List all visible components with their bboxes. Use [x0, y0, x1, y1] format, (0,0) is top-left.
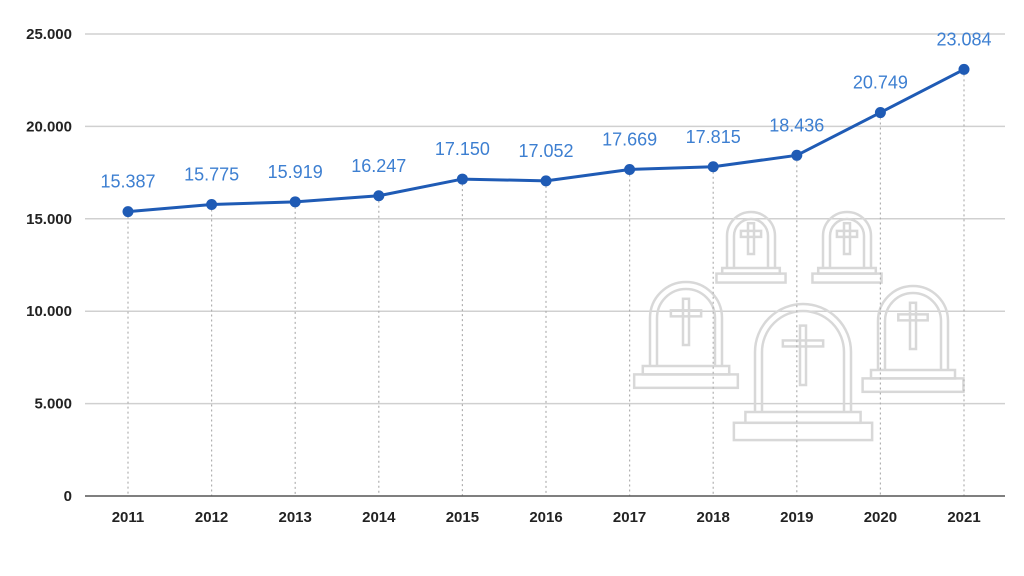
data-label-2015: 17.150: [435, 139, 490, 159]
data-point-2020: [874, 107, 886, 119]
y-tick-label: 15.000: [26, 211, 72, 228]
data-label-2012: 15.775: [184, 164, 239, 184]
x-tick-label-2018: 2018: [697, 509, 730, 526]
data-label-2020: 20.749: [853, 73, 908, 93]
drop-lines: [127, 69, 965, 496]
tombstone-5: [861, 284, 965, 394]
data-point-2013: [289, 196, 301, 208]
y-tick-label: 5.000: [34, 396, 72, 413]
data-label-2011: 15.387: [100, 172, 155, 192]
data-point-2019: [791, 149, 803, 161]
x-tick-label-2011: 2011: [112, 509, 145, 526]
x-tick-label-2012: 2012: [195, 509, 228, 526]
x-tick-label-2014: 2014: [362, 509, 396, 526]
data-point-2015: [456, 173, 468, 185]
tombstone-4: [732, 302, 874, 442]
data-label-2019: 18.436: [769, 115, 824, 135]
x-tick-label-2019: 2019: [780, 509, 813, 526]
data-point-2018: [707, 161, 719, 173]
series-line: [122, 63, 970, 218]
data-label-2017: 17.669: [602, 129, 657, 149]
data-label-2016: 17.052: [518, 141, 573, 161]
data-point-2016: [540, 175, 552, 187]
y-tick-label: 20.000: [26, 118, 72, 135]
x-tick-label-2013: 2013: [279, 509, 312, 526]
data-labels: 15.387 15.775 15.919 16.247 17.150 17.052 17.6…: [100, 29, 991, 191]
data-point-2014: [373, 190, 385, 202]
data-point-2012: [206, 198, 218, 210]
x-tick-label-2021: 2021: [947, 509, 980, 526]
data-label-2018: 17.815: [686, 127, 741, 147]
y-axis: 0 5.000 10.000 15.000 20.000 25.000: [26, 26, 72, 505]
x-axis: 2011 2012 2013 2014 2015 2016 2017 2018 2019 2020…: [85, 495, 1005, 526]
data-point-2021: [958, 63, 970, 75]
y-tick-label: 25.000: [26, 26, 72, 43]
x-tick-label-2015: 2015: [446, 509, 479, 526]
y-tick-label: 10.000: [26, 303, 72, 320]
tombstone-1: [715, 210, 787, 284]
data-point-2011: [122, 206, 134, 218]
data-label-2013: 15.919: [268, 162, 323, 182]
x-tick-label-2016: 2016: [529, 509, 562, 526]
data-point-2017: [624, 163, 636, 175]
tombstone-2: [811, 210, 883, 284]
y-tick-label: 0: [64, 488, 72, 505]
tombstones-icon: [632, 210, 965, 442]
x-tick-label-2017: 2017: [613, 509, 646, 526]
data-label-2021: 23.084: [936, 29, 991, 49]
tombstone-3: [632, 280, 740, 390]
data-label-2014: 16.247: [351, 156, 406, 176]
x-tick-label-2020: 2020: [864, 509, 897, 526]
